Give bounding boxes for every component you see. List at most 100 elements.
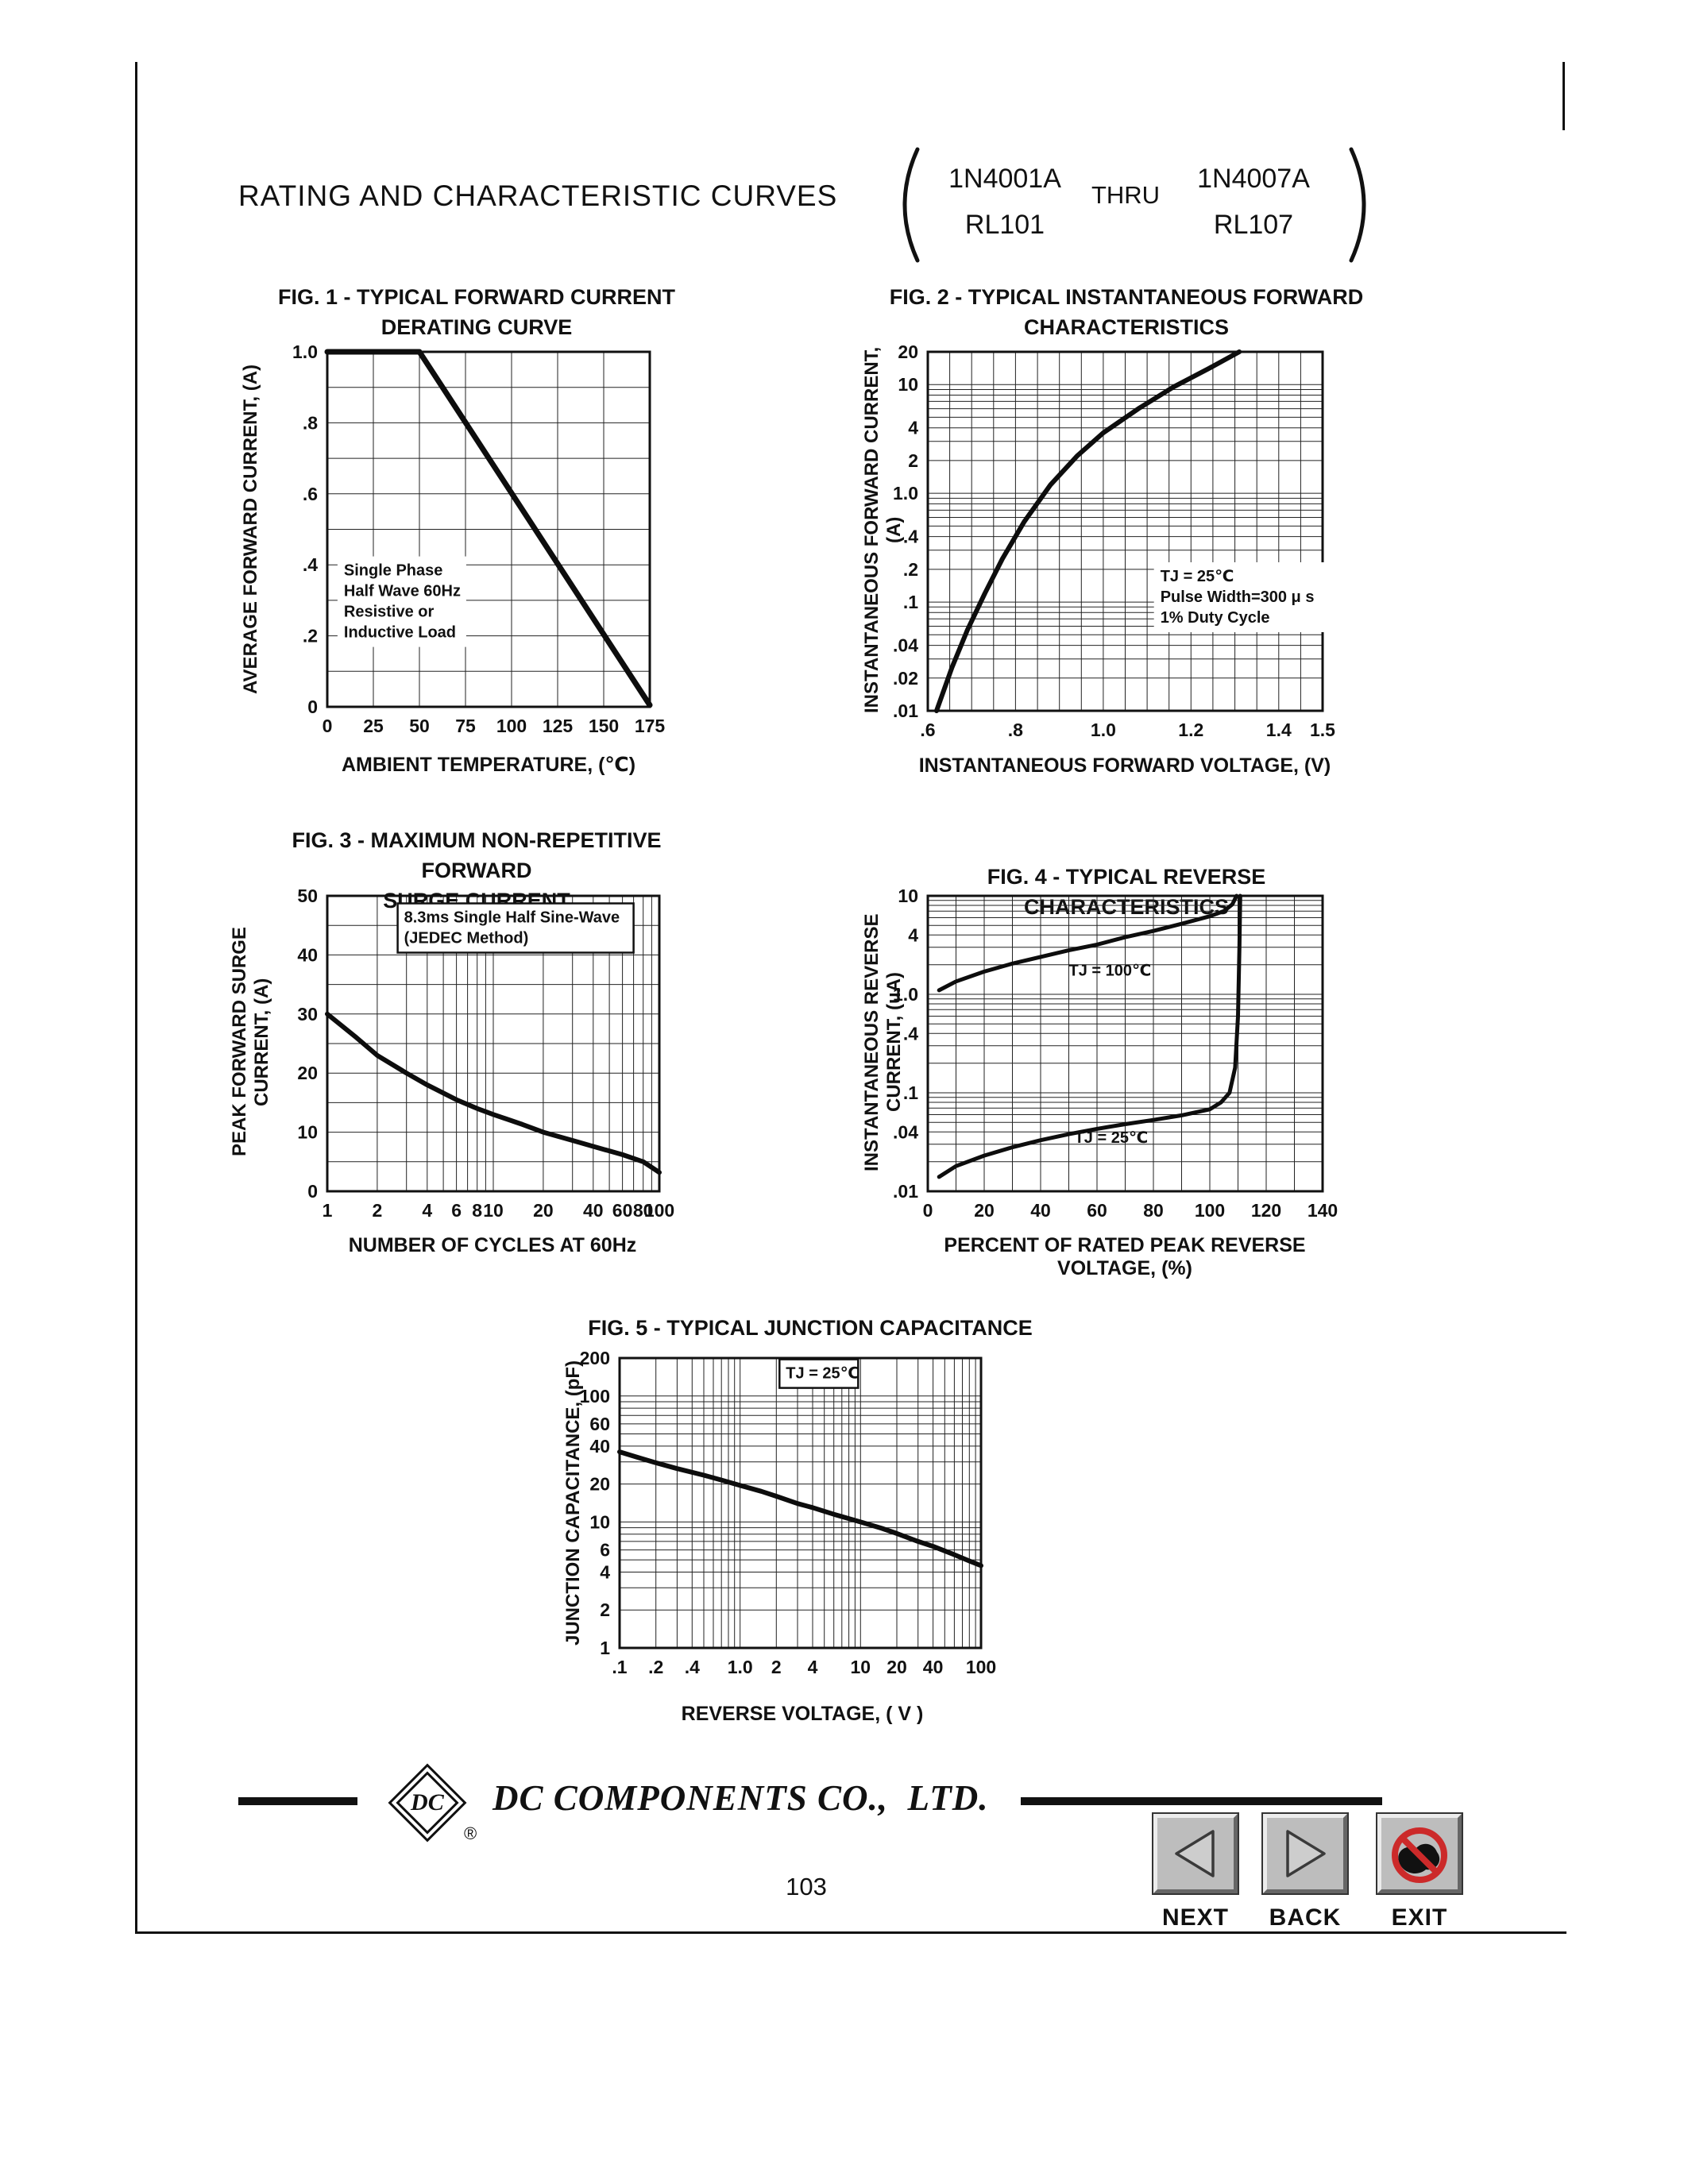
figure-3-y-axis-label: PEAK FORWARD SURGE CURRENT, (A) <box>229 927 272 1157</box>
svg-text:0: 0 <box>307 1181 318 1202</box>
part-number-rl107: RL107 <box>1213 210 1294 240</box>
left-parenthesis-icon <box>902 147 920 263</box>
figure-2-title: FIG. 2 - TYPICAL INSTANTANEOUS FORWARD C… <box>889 285 1364 339</box>
footer-rule-left <box>238 1797 357 1805</box>
svg-text:50: 50 <box>297 886 318 906</box>
svg-text:10: 10 <box>851 1657 871 1677</box>
svg-text:TJ = 25℃: TJ = 25℃ <box>1161 568 1234 585</box>
part-number-1n4001a: 1N4001A <box>948 164 1061 194</box>
svg-text:.2: .2 <box>903 559 918 580</box>
svg-text:10: 10 <box>898 374 918 395</box>
next-button[interactable] <box>1152 1812 1239 1895</box>
page-border-right <box>1562 62 1565 130</box>
svg-text:20: 20 <box>589 1474 610 1495</box>
svg-text:40: 40 <box>1030 1200 1051 1221</box>
svg-text:.1: .1 <box>612 1657 627 1677</box>
svg-text:10: 10 <box>898 886 918 906</box>
svg-text:30: 30 <box>297 1004 318 1024</box>
svg-text:60: 60 <box>589 1414 610 1434</box>
svg-text:2: 2 <box>771 1657 782 1677</box>
svg-text:100: 100 <box>1195 1200 1225 1221</box>
svg-text:.2: .2 <box>648 1657 663 1677</box>
page-number: 103 <box>786 1873 827 1900</box>
back-button-label: BACK <box>1269 1904 1342 1931</box>
svg-text:8: 8 <box>472 1200 482 1221</box>
page-border-left <box>135 62 137 1933</box>
svg-text:.4: .4 <box>903 527 918 547</box>
svg-text:Resistive or: Resistive or <box>344 604 435 621</box>
figure-4-x-axis-label: PERCENT OF RATED PEAK REVERSE VOLTAGE, (… <box>944 1234 1306 1279</box>
svg-text:1.4: 1.4 <box>1266 720 1292 740</box>
svg-text:4: 4 <box>422 1200 432 1221</box>
svg-text:60: 60 <box>612 1200 633 1221</box>
page-title: RATING AND CHARACTERISTIC CURVES <box>238 179 838 212</box>
svg-text:80: 80 <box>1143 1200 1164 1221</box>
svg-text:1.0: 1.0 <box>728 1657 753 1677</box>
svg-text:20: 20 <box>898 341 918 362</box>
svg-text:100: 100 <box>966 1657 996 1677</box>
figure-3-x-axis-label: NUMBER OF CYCLES AT 60Hz <box>348 1234 637 1256</box>
svg-text:1.2: 1.2 <box>1178 720 1203 740</box>
svg-text:1: 1 <box>600 1638 610 1658</box>
svg-text:150: 150 <box>589 716 619 736</box>
svg-text:.4: .4 <box>903 1023 918 1044</box>
svg-text:Inductive Load: Inductive Load <box>344 624 456 642</box>
svg-text:6: 6 <box>600 1540 610 1561</box>
part-number-right-column: 1N4007A RL107 <box>1182 156 1325 248</box>
right-parenthesis-icon <box>1349 147 1366 263</box>
svg-text:1: 1 <box>323 1200 333 1221</box>
svg-text:.01: .01 <box>893 700 918 721</box>
svg-text:50: 50 <box>409 716 430 736</box>
figure-1-plot: 0 25 50 75 100 125 150 175 0 .2 .4 .6 .8 1.0 Single Ph… <box>292 341 665 736</box>
svg-text:200: 200 <box>580 1348 610 1368</box>
svg-text:.4: .4 <box>685 1657 700 1677</box>
svg-text:.6: .6 <box>303 484 318 504</box>
svg-text:4: 4 <box>908 924 918 945</box>
part-number-left-column: 1N4001A RL101 <box>933 156 1076 248</box>
exit-button[interactable] <box>1376 1812 1463 1895</box>
svg-text:40: 40 <box>583 1200 604 1221</box>
part-number-thru: THRU <box>1091 181 1161 209</box>
svg-text:40: 40 <box>923 1657 944 1677</box>
figure-4-title: FIG. 4 - TYPICAL REVERSE CHARACTERISTICS <box>987 865 1266 919</box>
svg-text:80: 80 <box>633 1200 654 1221</box>
back-button[interactable] <box>1261 1812 1349 1895</box>
svg-text:100: 100 <box>580 1386 610 1406</box>
svg-text:20: 20 <box>297 1063 318 1083</box>
svg-text:75: 75 <box>455 716 476 736</box>
svg-text:100: 100 <box>496 716 527 736</box>
figure-1-title: FIG. 1 - TYPICAL FORWARD CURRENT DERATIN… <box>277 285 675 339</box>
svg-text:25: 25 <box>363 716 384 736</box>
svg-text:8.3ms Single Half Sine-Wave: 8.3ms Single Half Sine-Wave <box>404 909 620 927</box>
svg-text:40: 40 <box>589 1436 610 1457</box>
svg-text:175: 175 <box>635 716 666 736</box>
svg-text:(JEDEC Method): (JEDEC Method) <box>404 930 529 947</box>
svg-text:125: 125 <box>543 716 574 736</box>
company-name: DC COMPONENTS CO., LTD. <box>492 1778 989 1818</box>
svg-text:.02: .02 <box>893 668 918 689</box>
svg-text:1.0: 1.0 <box>1091 720 1116 740</box>
svg-text:100: 100 <box>644 1200 674 1221</box>
figure-1-x-axis-label: AMBIENT TEMPERATURE, (℃) <box>341 754 636 776</box>
svg-text:6: 6 <box>451 1200 462 1221</box>
figure-2-y-axis-label: INSTANTANEOUS FORWARD CURRENT, (A) <box>861 346 905 713</box>
svg-text:10: 10 <box>483 1200 504 1221</box>
svg-text:0: 0 <box>323 716 333 736</box>
footer-rule-right <box>1021 1797 1382 1805</box>
svg-text:40: 40 <box>297 944 318 965</box>
svg-text:120: 120 <box>1251 1200 1281 1221</box>
svg-text:2: 2 <box>600 1599 610 1620</box>
svg-text:TJ = 25℃: TJ = 25℃ <box>786 1365 859 1383</box>
page-border-bottom <box>135 1931 1566 1934</box>
svg-text:.1: .1 <box>903 592 918 612</box>
figure-2-plot: .6 .8 1.0 1.2 1.4 1.5 20 10 4 2 1.0 .4 .2 .1 .04 .02 .01… <box>893 341 1335 740</box>
svg-text:.8: .8 <box>303 412 318 433</box>
figure-4-y-axis-label: INSTANTANEOUS REVERSE CURRENT, (uA) <box>861 913 905 1171</box>
svg-text:.4: .4 <box>303 554 318 575</box>
svg-text:60: 60 <box>1087 1200 1107 1221</box>
svg-text:2: 2 <box>373 1200 383 1221</box>
svg-text:.2: .2 <box>303 626 318 646</box>
svg-text:10: 10 <box>589 1511 610 1532</box>
left-triangle-icon <box>1175 1830 1215 1877</box>
registered-trademark-symbol: ® <box>464 1823 477 1843</box>
